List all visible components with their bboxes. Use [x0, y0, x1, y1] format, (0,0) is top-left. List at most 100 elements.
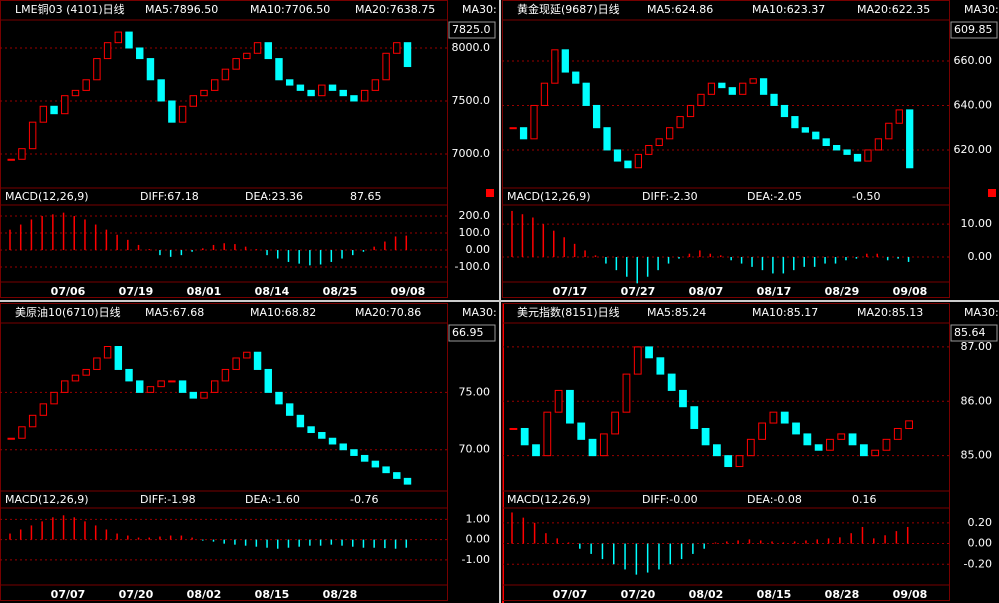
candle — [519, 127, 528, 140]
panel-title: 美元指数(8151)日线 — [517, 305, 620, 319]
candle — [701, 427, 710, 446]
x-tick-label: 08/01 — [187, 285, 222, 298]
x-tick-label: 08/29 — [825, 285, 860, 298]
candle — [168, 380, 176, 383]
candle — [735, 455, 744, 468]
candle — [792, 422, 800, 435]
candle — [603, 127, 611, 151]
candle — [874, 138, 883, 151]
candle — [339, 89, 347, 97]
candle — [905, 420, 913, 429]
price-box-label: 66.95 — [452, 326, 484, 339]
candle — [403, 42, 412, 68]
candle — [7, 437, 15, 440]
candle — [718, 82, 726, 89]
candle — [275, 58, 283, 81]
candle — [403, 477, 412, 485]
candle — [893, 427, 902, 440]
candle — [667, 373, 676, 391]
candle — [728, 87, 736, 95]
chart-panel: 美元指数(8151)日线 MA5:85.24 MA10:85.17 MA20:85.1… — [502, 303, 999, 601]
y-tick-label: 0.00 — [968, 537, 993, 550]
candle — [18, 426, 26, 439]
candle — [739, 82, 747, 95]
candle — [328, 437, 337, 445]
candle — [285, 79, 294, 86]
candle — [655, 138, 663, 146]
y-tick-label: 660.00 — [954, 54, 993, 67]
candle — [837, 433, 846, 440]
y-tick-label: 8000.0 — [452, 41, 491, 54]
candle — [350, 449, 358, 456]
candle — [666, 127, 674, 140]
candle — [599, 433, 608, 457]
candle — [178, 380, 187, 393]
candle — [243, 351, 251, 359]
macd-dea: DEA:23.36 — [245, 190, 303, 203]
price-box — [950, 324, 998, 342]
candle — [551, 49, 559, 84]
candle — [769, 411, 778, 424]
candle — [71, 89, 80, 97]
candle — [221, 68, 230, 81]
y-tick-label: 85.00 — [961, 449, 993, 462]
candle — [826, 438, 834, 451]
y-tick-label: -1.00 — [462, 553, 490, 566]
candle — [611, 411, 620, 435]
candle — [211, 79, 219, 91]
candle — [812, 131, 820, 140]
x-tick-label: 09/08 — [893, 588, 928, 601]
candle — [645, 144, 653, 155]
candle — [253, 42, 262, 54]
ma-label: MA10:68.82 — [250, 306, 316, 319]
candle — [686, 104, 695, 118]
candle — [882, 438, 891, 451]
x-tick-label: 07/06 — [51, 285, 86, 298]
candle — [859, 444, 868, 457]
candle — [814, 444, 823, 451]
candle — [679, 389, 687, 408]
macd-label: MACD(12,26,9) — [5, 190, 89, 203]
y-tick-label: 0.20 — [968, 516, 993, 529]
x-tick-label: 09/08 — [893, 285, 928, 298]
y-tick-label: 86.00 — [961, 394, 993, 407]
y-tick-label: 7000.0 — [452, 147, 491, 160]
candle — [707, 82, 716, 95]
candle — [136, 380, 144, 393]
x-tick-label: 08/25 — [323, 285, 358, 298]
candle — [588, 438, 597, 457]
x-tick-label: 08/15 — [255, 588, 290, 601]
ma-label: MA10:7706.50 — [250, 3, 330, 16]
x-tick-label: 09/08 — [391, 285, 426, 298]
macd-value: -0.50 — [852, 190, 880, 203]
candle — [566, 389, 574, 424]
macd-dea: DEA:-1.60 — [245, 493, 300, 506]
chart-panel: 黄金现延(9687)日线 MA5:624.86 MA10:623.37 MA20:62… — [502, 0, 999, 298]
candle — [61, 95, 69, 115]
candle — [561, 49, 569, 73]
ma-label: MA30:6 — [964, 3, 999, 16]
price-box — [448, 21, 496, 39]
ma-label: MA20:85.13 — [857, 306, 923, 319]
candle — [543, 411, 552, 457]
candle — [577, 422, 586, 440]
candle — [28, 121, 37, 150]
candle — [200, 391, 208, 399]
price-box-label: 609.85 — [954, 23, 993, 36]
y-tick-label: 87.00 — [961, 340, 993, 353]
ma-label: MA5:85.24 — [647, 306, 706, 319]
candle — [871, 449, 880, 457]
candle — [509, 427, 518, 430]
candle — [645, 346, 653, 359]
ma-label: MA20:7638.75 — [355, 3, 435, 16]
candle — [50, 105, 58, 115]
panel-title: 美原油10(6710)日线 — [15, 305, 121, 319]
candle — [906, 109, 914, 169]
panel-border — [502, 0, 950, 298]
candle — [656, 357, 665, 375]
candle — [532, 444, 540, 457]
macd-dea: DEA:-2.05 — [747, 190, 802, 203]
candle — [509, 127, 517, 130]
candle — [318, 84, 326, 97]
